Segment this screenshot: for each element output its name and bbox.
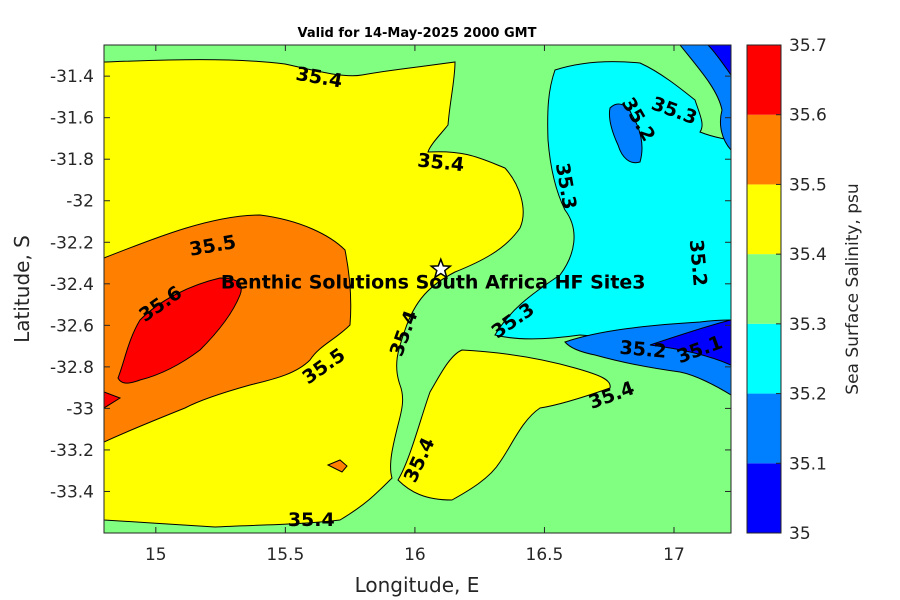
- contour-label: 35.2: [619, 337, 668, 363]
- band-35-4-to-35-5-south: [397, 349, 611, 501]
- x-tick-label: 17: [663, 545, 685, 565]
- colorbar-tick-label: 35.6: [789, 106, 827, 126]
- x-tick-label: 15: [145, 545, 167, 565]
- band-35-6-to-35-7-edge: [104, 391, 122, 409]
- band-35-1-to-35-2-ne: [679, 45, 731, 151]
- site-label: Benthic Solutions South Africa HF Site3: [221, 271, 646, 293]
- colorbar-tick-label: 35.1: [789, 454, 827, 474]
- band-35-6-to-35-7: [117, 277, 242, 384]
- band-35-5-to-35-6: [104, 214, 352, 443]
- colorbar-tick-label: 35.4: [789, 245, 827, 265]
- colorbar-band: [747, 323, 781, 394]
- colorbar-band: [747, 114, 781, 185]
- colorbar-band: [747, 393, 781, 464]
- colorbar-tick-label: 35.2: [789, 385, 827, 405]
- band-35-4-to-35-5-patch: [326, 459, 348, 473]
- colorbar-band: [747, 463, 781, 533]
- colorbar-frame: [746, 44, 782, 534]
- y-tick-label: -32: [66, 192, 94, 212]
- y-tick-label: -33: [66, 399, 94, 419]
- y-tick-label: -32.2: [50, 233, 94, 253]
- x-tick-label: 16: [404, 545, 426, 565]
- contour-plot-area: 35.435.335.235.4 35.335.5 35.235.635.4 35.3…: [104, 45, 731, 533]
- band-35-0-to-35-1-se: [649, 319, 731, 366]
- y-axis-ticks: -31.4 -31.6 -31.8 -32 -32.2 -32.4 -32.6 -32.8 -3…: [50, 67, 731, 502]
- x-tick-label: 15.5: [266, 545, 304, 565]
- colorbar-band: [747, 254, 781, 324]
- y-tick-label: -31.6: [50, 109, 94, 129]
- contour-label: 35.2: [685, 239, 711, 288]
- y-axis-label: Latitude, S: [10, 235, 34, 343]
- y-tick-label: -32.4: [50, 275, 94, 295]
- star-icon: [429, 257, 453, 280]
- y-tick-label: -32.6: [50, 316, 94, 336]
- x-tick-label: 16.5: [526, 545, 564, 565]
- y-tick-label: -33.2: [50, 441, 94, 461]
- band-35-2-to-35-3: [494, 61, 731, 361]
- x-axis-ticks: 15 15.5 16 16.5 17: [145, 45, 685, 565]
- y-tick-label: -31.4: [50, 67, 94, 87]
- y-tick-label: -32.8: [50, 358, 94, 378]
- y-tick-label: -31.8: [50, 150, 94, 170]
- band-35-1-to-35-2-north: [609, 103, 643, 164]
- colorbar: 35 35.1 35.2 35.3 35.4 35.5 35.6 35.7: [746, 36, 827, 544]
- contour-label: 35.4: [416, 149, 465, 176]
- colorbar-band: [747, 184, 781, 255]
- colorbar-tick-label: 35.7: [789, 36, 827, 56]
- colorbar-band: [747, 45, 781, 115]
- y-tick-label: -33.4: [50, 482, 94, 502]
- colorbar-tick-label: 35: [789, 524, 811, 544]
- x-axis-label: Longitude, E: [355, 573, 480, 597]
- colorbar-tick-label: 35.5: [789, 175, 827, 195]
- contour-label: 35.4: [288, 509, 335, 531]
- band-35-0-to-35-1-ne: [707, 45, 731, 76]
- plot-frame: [103, 44, 732, 534]
- chart-title: Valid for 14-May-2025 2000 GMT: [298, 26, 537, 41]
- colorbar-label: Sea Surface Salinity, psu: [843, 183, 863, 394]
- colorbar-tick-label: 35.3: [789, 315, 827, 335]
